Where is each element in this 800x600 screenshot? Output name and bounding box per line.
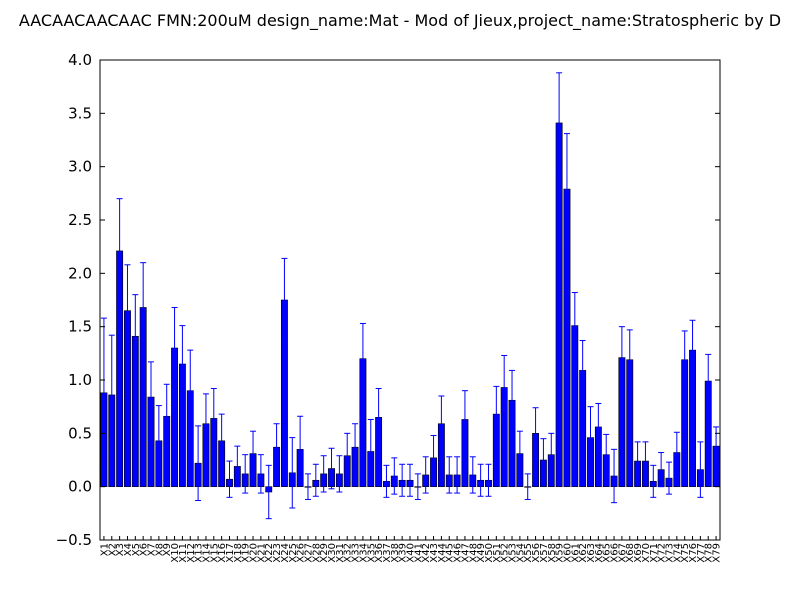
x-tick-label: X4 bbox=[123, 543, 134, 556]
x-tick-label: X26 bbox=[296, 543, 307, 563]
x-tick-label: X37 bbox=[382, 543, 393, 563]
x-tick-label: X36 bbox=[374, 543, 385, 563]
y-tick-label: 0.0 bbox=[68, 478, 92, 496]
x-tick-label: X21 bbox=[256, 543, 267, 563]
y-tick-label: 2.5 bbox=[68, 211, 92, 229]
x-tick-label: X2 bbox=[107, 543, 118, 556]
x-tick-label: X45 bbox=[445, 543, 456, 563]
x-tick-label: X51 bbox=[492, 543, 503, 563]
y-tick-label: 3.0 bbox=[68, 158, 92, 176]
x-tick-label: X63 bbox=[586, 543, 597, 563]
x-tick-label: X79 bbox=[712, 543, 723, 563]
y-axis: −0.5 0.0 0.5 1.0 1.5 2.0 2.5 3.0 3.5 4.0 bbox=[56, 51, 720, 549]
x-tick-label: X55 bbox=[523, 543, 534, 563]
x-tick-label: X9 bbox=[162, 543, 173, 556]
x-tick-label: X27 bbox=[303, 543, 314, 563]
x-tick-label: X73 bbox=[664, 543, 675, 563]
y-tick-label: −0.5 bbox=[56, 531, 92, 549]
x-tick-label: X3 bbox=[115, 543, 126, 556]
x-tick-label: X10 bbox=[170, 543, 181, 563]
x-tick-label: X23 bbox=[272, 543, 283, 563]
x-tick-label: X17 bbox=[225, 543, 236, 563]
x-tick-label: X33 bbox=[351, 543, 362, 563]
x-tick-label: X30 bbox=[327, 543, 338, 563]
x-tick-label: X78 bbox=[704, 543, 715, 563]
x-tick-label: X50 bbox=[484, 543, 495, 563]
x-tick-label: X5 bbox=[131, 543, 142, 556]
x-tick-label: X1 bbox=[99, 543, 110, 556]
x-tick-label: X25 bbox=[288, 543, 299, 563]
x-tick-label: X29 bbox=[319, 543, 330, 563]
x-tick-label: X59 bbox=[555, 543, 566, 563]
x-tick-label: X42 bbox=[421, 543, 432, 563]
x-tick-label: X68 bbox=[625, 543, 636, 563]
x-tick-label: X15 bbox=[209, 543, 220, 563]
x-tick-label: X20 bbox=[249, 543, 260, 563]
x-tick-label: X74 bbox=[672, 543, 683, 563]
x-tick-label: X65 bbox=[602, 543, 613, 563]
x-tick-label: X71 bbox=[649, 543, 660, 563]
y-tick-label: 1.5 bbox=[68, 318, 92, 336]
y-tick-label: 2.0 bbox=[68, 264, 92, 282]
y-tick-label: 1.0 bbox=[68, 371, 92, 389]
x-axis: X1X2X3X4X5X6X7X8X9X10X11X12X13X14X15X16X… bbox=[99, 536, 723, 563]
x-tick-label: X49 bbox=[476, 543, 487, 563]
x-tick-label: X38 bbox=[390, 543, 401, 563]
x-tick-label: X41 bbox=[413, 543, 424, 563]
x-tick-label: X43 bbox=[429, 543, 440, 563]
x-tick-label: X62 bbox=[578, 543, 589, 563]
x-tick-label: X47 bbox=[460, 543, 471, 563]
x-tick-label: X8 bbox=[154, 543, 165, 556]
x-tick-label: X6 bbox=[139, 543, 150, 556]
x-tick-label: X70 bbox=[641, 543, 652, 563]
x-tick-label: X16 bbox=[217, 543, 228, 563]
x-tick-label: X14 bbox=[201, 543, 212, 563]
x-tick-label: X72 bbox=[657, 543, 668, 563]
bar bbox=[555, 122, 563, 487]
x-tick-label: X60 bbox=[562, 543, 573, 563]
x-tick-label: X44 bbox=[437, 543, 448, 563]
x-tick-label: X58 bbox=[547, 543, 558, 563]
x-tick-label: X69 bbox=[633, 543, 644, 563]
x-tick-label: X11 bbox=[178, 543, 189, 563]
y-tick-label: 3.5 bbox=[68, 104, 92, 122]
x-tick-label: X53 bbox=[508, 543, 519, 563]
x-tick-label: X31 bbox=[335, 543, 346, 563]
x-tick-label: X39 bbox=[398, 543, 409, 563]
x-tick-label: X13 bbox=[194, 543, 205, 563]
chart-title: AACAACAACAAC FMN:200uM design_name:Mat -… bbox=[19, 11, 781, 31]
x-tick-label: X57 bbox=[539, 543, 550, 563]
y-tick-label: 4.0 bbox=[68, 51, 92, 69]
x-tick-label: X19 bbox=[241, 543, 252, 563]
bars-group bbox=[100, 122, 720, 493]
x-tick-label: X7 bbox=[147, 543, 158, 556]
x-tick-label: X24 bbox=[280, 543, 291, 563]
x-tick-label: X75 bbox=[680, 543, 691, 563]
x-tick-label: X46 bbox=[453, 543, 464, 563]
x-tick-label: X67 bbox=[617, 543, 628, 563]
x-tick-label: X56 bbox=[531, 543, 542, 563]
x-tick-label: X32 bbox=[343, 543, 354, 563]
x-tick-label: X40 bbox=[406, 543, 417, 563]
x-tick-label: X66 bbox=[610, 543, 621, 563]
x-tick-label: X18 bbox=[233, 543, 244, 563]
x-tick-label: X52 bbox=[500, 543, 511, 563]
x-tick-label: X34 bbox=[358, 543, 369, 563]
x-tick-label: X77 bbox=[696, 543, 707, 563]
x-tick-label: X48 bbox=[468, 543, 479, 563]
x-tick-label: X28 bbox=[311, 543, 322, 563]
y-tick-label: 0.5 bbox=[68, 424, 92, 442]
x-tick-label: X35 bbox=[366, 543, 377, 563]
x-tick-label: X76 bbox=[688, 543, 699, 563]
x-tick-label: X61 bbox=[570, 543, 581, 563]
x-tick-label: X22 bbox=[264, 543, 275, 563]
x-tick-label: X64 bbox=[594, 543, 605, 563]
x-tick-label: X12 bbox=[186, 543, 197, 563]
x-tick-label: X54 bbox=[515, 543, 526, 563]
